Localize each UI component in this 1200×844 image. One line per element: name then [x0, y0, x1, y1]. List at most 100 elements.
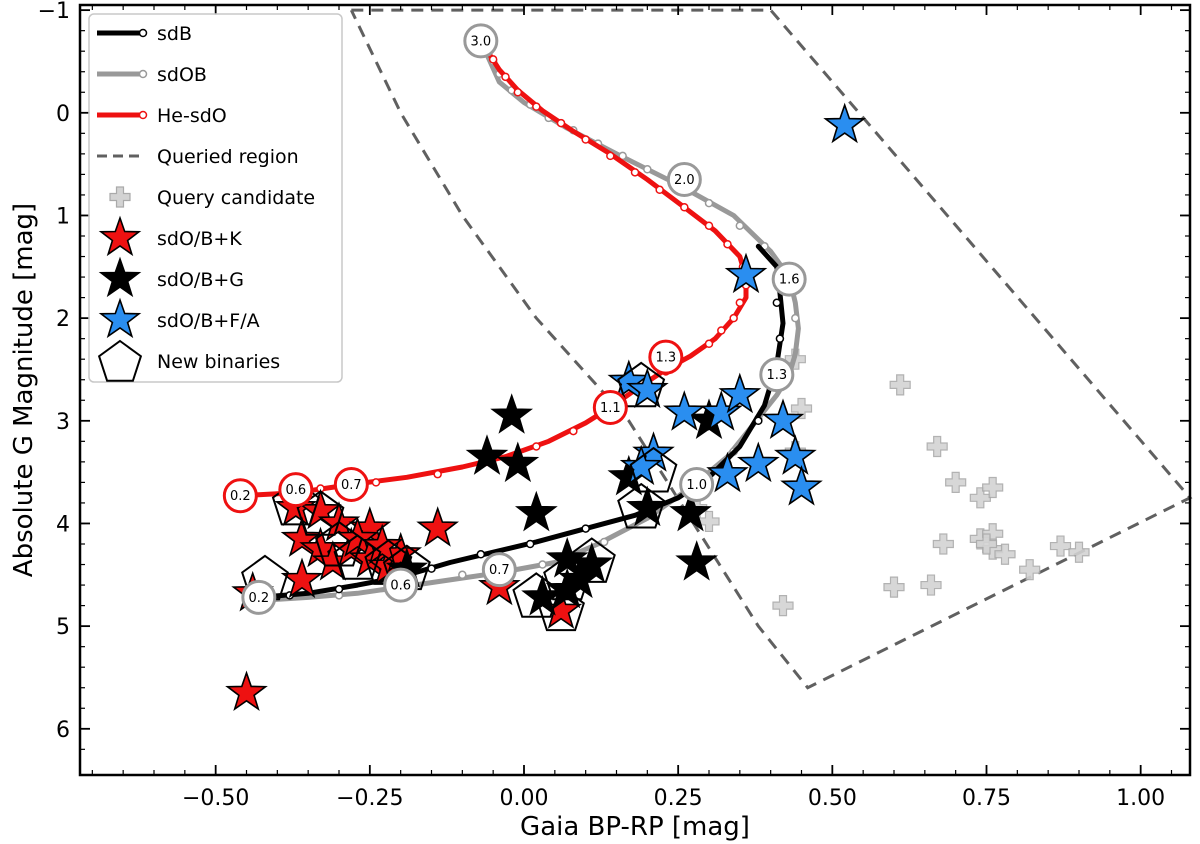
axis-ticks: −0.50 −0.25 0.00 0.25 0.50 0.75 1.00 −1 0 1 2 3 4 5 6: [38, 0, 1190, 811]
mass-marker-label: 0.2: [230, 489, 251, 504]
new-binary-pentagon: [537, 585, 585, 632]
star-sdob-fa: [761, 398, 805, 439]
star-sdob-g: [625, 485, 669, 527]
track-point-He-sdO: [729, 313, 738, 323]
star-sdob-fa: [619, 444, 663, 486]
track-point-sdOB: [538, 560, 547, 569]
query-candidate-marker: [790, 397, 813, 420]
star-sdob-g: [545, 567, 589, 609]
y-tick-label: 3: [56, 410, 70, 435]
legend-label: sdO/B+F/A: [157, 310, 260, 332]
new-binary-pentagon: [617, 361, 666, 408]
star-sdob-g: [545, 536, 589, 578]
track-point-He-sdO: [704, 339, 714, 349]
track-point-He-sdO: [488, 55, 498, 64]
x-axis-label: Gaia BP-RP [mag]: [520, 812, 750, 842]
track-point-He-sdO: [581, 135, 590, 144]
track-point-He-sdO: [717, 326, 726, 335]
legend-label: sdO/B+K: [157, 228, 242, 250]
mass-marker-circle: [648, 339, 684, 375]
track-point-sdB: [581, 524, 590, 533]
track-point-He-sdO: [556, 118, 566, 128]
star-sdob-fa: [718, 372, 762, 414]
star-sdob-k: [336, 516, 379, 557]
star-sdob-k: [299, 488, 342, 530]
y-axis-label: Absolute G Magnitude [mag]: [9, 203, 39, 577]
track-point-sdB: [775, 334, 785, 343]
y-tick-label: 2: [56, 307, 70, 332]
star-sdob-k: [280, 516, 324, 557]
y-tick-label: 4: [56, 512, 70, 537]
mass-marker-circle: [679, 466, 715, 502]
track-point-sdOB: [458, 570, 467, 580]
mass-marker-label: 0.6: [285, 483, 306, 498]
mass-marker-circle: [771, 261, 807, 297]
query-candidate-marker: [982, 476, 1004, 499]
query-candidate-marker: [969, 487, 991, 509]
track-point-sdOB: [735, 221, 745, 230]
star-sdob-fa: [773, 434, 817, 475]
mass-marker-label: 1.6: [779, 273, 800, 288]
track-point-He-sdO: [513, 88, 523, 97]
legend-swatch-pentagon: [97, 339, 143, 382]
mass-marker-label: 1.3: [766, 368, 787, 383]
legend-swatch-point: [138, 69, 148, 79]
star-sdob-g: [570, 542, 614, 583]
track-point-He-sdO: [704, 221, 714, 230]
star-sdob-k: [416, 506, 460, 547]
query-candidate-marker: [1019, 559, 1041, 581]
mass-marker-circle: [463, 23, 499, 59]
track-point-He-sdO: [735, 298, 745, 307]
legend: sdB sdOB He-sdO Queried region Query candida…: [88, 13, 343, 383]
mass-marker-circle: [592, 389, 628, 425]
track-point-sdOB: [643, 165, 652, 174]
queried-region-boundary: [349, 8, 1193, 690]
legend-label: Query candidate: [157, 187, 315, 209]
star-sdob-g: [669, 490, 712, 532]
x-tick-label: −0.25: [336, 786, 403, 811]
legend-label: Queried region: [157, 146, 299, 168]
mass-marker-label: 1.1: [600, 401, 621, 416]
track-point-He-sdO: [655, 185, 664, 195]
new-binary-pentagon: [617, 482, 666, 529]
star-sdob-fa: [823, 102, 867, 144]
plot-frame: [78, 3, 1192, 777]
track-point-sdB: [754, 416, 763, 426]
query-candidate-marker: [945, 471, 967, 493]
mass-marker-circle: [481, 552, 517, 588]
query-candidate-marker: [772, 595, 794, 617]
plot-content: 3.0 2.0 1.6 1.3 1.0 0.7 0.6 0.2 1.3 1.1 0.7 0.6 0.2: [222, 8, 1193, 711]
track-point-sdB: [772, 298, 782, 307]
mass-marker-label: 2.0: [674, 173, 695, 188]
star-sdob-fa: [780, 465, 823, 506]
legend-label: sdOB: [157, 64, 207, 86]
star-sdob-fa: [662, 390, 706, 431]
x-tick-label: 0.25: [654, 786, 703, 811]
new-binary-pentagon: [629, 446, 678, 493]
x-tick-label: 1.00: [1116, 786, 1165, 811]
track-point-He-sdO: [371, 478, 381, 487]
legend-label: sdB: [157, 23, 192, 45]
x-tick-label: 0.00: [500, 786, 549, 811]
new-binary-pentagon: [567, 537, 616, 583]
mass-marker-circle: [241, 579, 277, 615]
new-binary-pentagon: [543, 554, 592, 601]
track-point-He-sdO: [680, 203, 689, 212]
y-tick-label: 0: [56, 102, 70, 127]
legend-swatch-star: [98, 256, 142, 298]
star-sdob-fa: [607, 359, 651, 400]
query-candidate-marker: [1049, 535, 1072, 557]
track-point-He-sdO: [606, 151, 615, 161]
track-point-He-sdO: [532, 442, 541, 451]
track-point-He-sdO: [569, 426, 578, 436]
mass-marker-label: 1.0: [686, 478, 707, 493]
legend-label: sdO/B+G: [157, 269, 244, 291]
legend-swatch-plus: [109, 186, 131, 208]
query-candidate-marker: [889, 374, 911, 396]
legend-swatch-point: [138, 28, 148, 38]
mass-marker-label: 0.7: [341, 478, 362, 493]
star-sdob-g: [496, 441, 540, 483]
legend-swatch-star: [98, 297, 142, 339]
star-sdob-fa: [724, 252, 768, 294]
